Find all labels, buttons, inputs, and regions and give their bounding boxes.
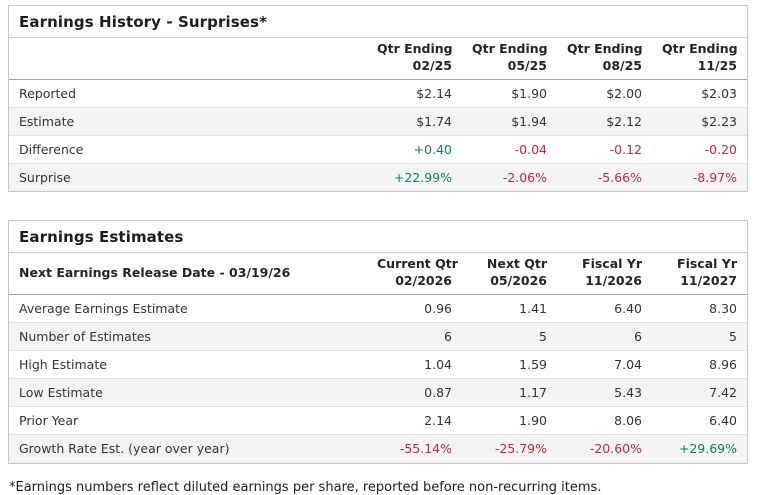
header-row: Next Earnings Release Date - 03/19/26 Cu… xyxy=(9,253,747,296)
cell-value: $2.03 xyxy=(652,79,747,108)
cell-value: $1.94 xyxy=(462,107,557,136)
cell-value: $2.14 xyxy=(367,79,462,108)
table-row-high-estimate: High Estimate 1.04 1.59 7.04 8.96 xyxy=(9,350,747,379)
column-header-line1: Qtr Ending xyxy=(377,41,453,56)
cell-value: 6.40 xyxy=(652,406,747,435)
row-label: Surprise xyxy=(9,163,367,192)
column-header-line2: 11/2026 xyxy=(585,273,642,289)
cell-value: 8.96 xyxy=(652,350,747,379)
cell-value: 1.41 xyxy=(462,294,557,323)
cell-value: $2.00 xyxy=(557,79,652,108)
column-header-q2: Qtr Ending 05/25 xyxy=(462,38,557,80)
column-header-next-qtr: Next Qtr 05/2026 xyxy=(462,253,557,296)
cell-value: 5.43 xyxy=(557,378,652,407)
row-label: Estimate xyxy=(9,107,367,136)
column-header-q4: Qtr Ending 11/25 xyxy=(652,38,747,80)
earnings-estimates-table: Next Earnings Release Date - 03/19/26 Cu… xyxy=(9,253,747,463)
cell-value-negative: -5.66% xyxy=(557,163,652,192)
cell-value-negative: -0.20 xyxy=(652,135,747,164)
table-row-low-estimate: Low Estimate 0.87 1.17 5.43 7.42 xyxy=(9,378,747,407)
column-header-q3: Qtr Ending 08/25 xyxy=(557,38,652,80)
column-header-line1: Qtr Ending xyxy=(472,41,548,56)
row-label: Reported xyxy=(9,79,367,108)
cell-value-positive: +0.40 xyxy=(367,135,462,164)
cell-value: 8.06 xyxy=(557,406,652,435)
cell-value-positive: +22.99% xyxy=(367,163,462,192)
column-header-fiscal-yr-2: Fiscal Yr 11/2027 xyxy=(652,253,747,296)
earnings-history-panel: Earnings History - Surprises* Qtr Ending… xyxy=(8,5,748,193)
earnings-estimates-panel: Earnings Estimates Next Earnings Release… xyxy=(8,220,748,464)
earnings-estimates-title: Earnings Estimates xyxy=(9,221,747,254)
earnings-history-table: Qtr Ending 02/25 Qtr Ending 05/25 Qtr En… xyxy=(9,38,747,192)
column-header-line1: Qtr Ending xyxy=(567,41,643,56)
cell-value: 2.14 xyxy=(367,406,462,435)
next-earnings-release-date: Next Earnings Release Date - 03/19/26 xyxy=(9,253,367,296)
cell-value: 0.96 xyxy=(367,294,462,323)
row-label: Low Estimate xyxy=(9,378,367,407)
table-row-number-of-estimates: Number of Estimates 6 5 6 5 xyxy=(9,322,747,351)
header-row: Qtr Ending 02/25 Qtr Ending 05/25 Qtr En… xyxy=(9,38,747,80)
row-label: Growth Rate Est. (year over year) xyxy=(9,434,367,463)
cell-value: 1.17 xyxy=(462,378,557,407)
cell-value: 1.59 xyxy=(462,350,557,379)
cell-value-negative: -25.79% xyxy=(462,434,557,463)
column-header-q1: Qtr Ending 02/25 xyxy=(367,38,462,80)
cell-value: $2.12 xyxy=(557,107,652,136)
column-header-line2: 05/2026 xyxy=(490,273,547,289)
cell-value-negative: -2.06% xyxy=(462,163,557,192)
cell-value: 6 xyxy=(367,322,462,351)
cell-value: 7.04 xyxy=(557,350,652,379)
row-label: Prior Year xyxy=(9,406,367,435)
cell-value-positive: +29.69% xyxy=(652,434,747,463)
table-row-average-earnings-estimate: Average Earnings Estimate 0.96 1.41 6.40… xyxy=(9,294,747,323)
earnings-history-title: Earnings History - Surprises* xyxy=(9,6,747,38)
cell-value: 5 xyxy=(652,322,747,351)
column-header-line1: Fiscal Yr xyxy=(582,256,642,272)
column-header-line2: 05/25 xyxy=(507,57,547,73)
row-label: High Estimate xyxy=(9,350,367,379)
cell-value-negative: -8.97% xyxy=(652,163,747,192)
cell-value: 1.90 xyxy=(462,406,557,435)
row-label: Number of Estimates xyxy=(9,322,367,351)
table-row-estimate: Estimate $1.74 $1.94 $2.12 $2.23 xyxy=(9,107,747,136)
corner-cell-empty xyxy=(9,38,367,80)
cell-value: 1.04 xyxy=(367,350,462,379)
cell-value: $1.74 xyxy=(367,107,462,136)
column-header-line2: 02/25 xyxy=(412,57,452,73)
column-header-line1: Fiscal Yr xyxy=(677,256,737,272)
table-row-prior-year: Prior Year 2.14 1.90 8.06 6.40 xyxy=(9,406,747,435)
cell-value: 6.40 xyxy=(557,294,652,323)
column-header-current-qtr: Current Qtr 02/2026 xyxy=(367,253,462,296)
cell-value: 8.30 xyxy=(652,294,747,323)
row-label: Difference xyxy=(9,135,367,164)
column-header-fiscal-yr-1: Fiscal Yr 11/2026 xyxy=(557,253,652,296)
column-header-line1: Current Qtr xyxy=(377,256,458,272)
cell-value: $1.90 xyxy=(462,79,557,108)
column-header-line2: 02/2026 xyxy=(395,273,452,289)
table-row-growth-rate: Growth Rate Est. (year over year) -55.14… xyxy=(9,434,747,463)
cell-value: 0.87 xyxy=(367,378,462,407)
table-row-difference: Difference +0.40 -0.04 -0.12 -0.20 xyxy=(9,135,747,164)
column-header-line2: 11/2027 xyxy=(680,273,737,289)
cell-value: $2.23 xyxy=(652,107,747,136)
cell-value: 7.42 xyxy=(652,378,747,407)
cell-value-negative: -0.12 xyxy=(557,135,652,164)
cell-value-negative: -0.04 xyxy=(462,135,557,164)
cell-value: 6 xyxy=(557,322,652,351)
cell-value-negative: -20.60% xyxy=(557,434,652,463)
column-header-line2: 08/25 xyxy=(602,57,642,73)
column-header-line1: Next Qtr xyxy=(486,256,547,272)
cell-value: 5 xyxy=(462,322,557,351)
table-row-reported: Reported $2.14 $1.90 $2.00 $2.03 xyxy=(9,79,747,108)
table-row-surprise: Surprise +22.99% -2.06% -5.66% -8.97% xyxy=(9,163,747,192)
column-header-line2: 11/25 xyxy=(697,57,737,73)
row-label: Average Earnings Estimate xyxy=(9,294,367,323)
cell-value-negative: -55.14% xyxy=(367,434,462,463)
earnings-footnote: *Earnings numbers reflect diluted earnin… xyxy=(9,479,602,495)
column-header-line1: Qtr Ending xyxy=(662,41,738,56)
